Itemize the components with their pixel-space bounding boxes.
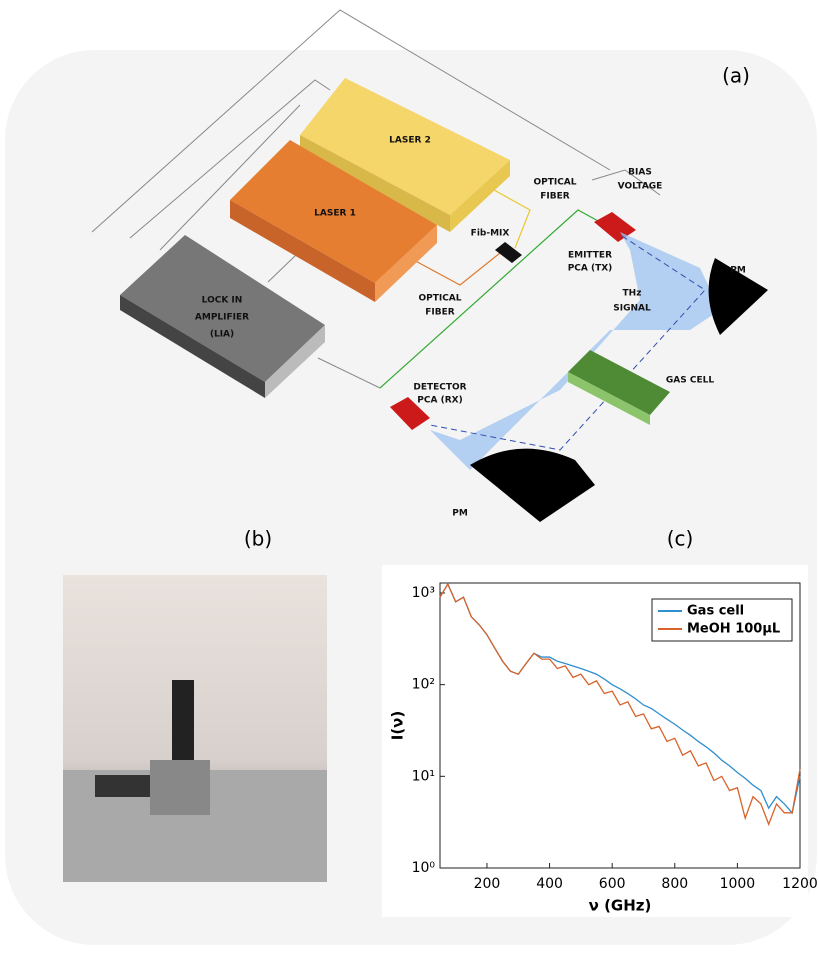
label: PCA (RX) <box>417 396 462 406</box>
label: THz <box>623 289 642 299</box>
label: LOCK IN <box>202 296 243 306</box>
x-tick-label: 800 <box>661 876 688 892</box>
y-tick-label: 10¹ <box>412 768 435 784</box>
x-tick-label: 1000 <box>720 876 756 892</box>
label: OPTICAL <box>418 294 461 304</box>
panel-label: (b) <box>244 527 272 551</box>
figure: LASER 2 LASER 1 LOCK IN AMPLIFIER (LIA) … <box>0 0 819 950</box>
label: FIBER <box>540 192 570 202</box>
label: OPTICAL <box>533 178 576 188</box>
x-tick-label: 400 <box>536 876 563 892</box>
x-tick-label: 1200 <box>782 876 818 892</box>
label: AMPLIFIER <box>195 313 249 323</box>
y-tick-label: 10² <box>412 677 435 693</box>
x-axis-label: ν (GHz) <box>589 897 652 915</box>
label: BIAS <box>628 168 652 178</box>
label: EMITTER <box>568 251 612 261</box>
label: PM <box>452 509 468 519</box>
label: VOLTAGE <box>618 182 663 192</box>
photo-cube <box>150 760 210 815</box>
photo-mount <box>172 680 194 760</box>
label: Fib-MIX <box>471 229 510 239</box>
label: PM <box>730 266 746 276</box>
y-tick-label: 10³ <box>412 585 435 601</box>
label: DETECTOR <box>413 383 466 393</box>
label: GAS CELL <box>666 376 714 386</box>
label: LASER 2 <box>389 136 431 146</box>
legend-label: MeOH 100μL <box>687 622 780 637</box>
label: PCA (TX) <box>568 264 613 274</box>
panel-label: (a) <box>722 64 750 88</box>
photo-detector <box>95 775 150 797</box>
legend-label: Gas cell <box>687 604 744 619</box>
x-tick-label: 600 <box>599 876 626 892</box>
label: (LIA) <box>210 330 234 340</box>
label: LASER 1 <box>314 209 356 219</box>
panel-label: (c) <box>667 527 694 551</box>
x-tick-label: 200 <box>474 876 501 892</box>
y-axis-label: I(ν) <box>389 711 407 741</box>
chart: 200 400 600 800 1000 1200 10⁰ 10¹ 10² 10³ ν (GHz) I… <box>389 583 818 915</box>
label: SIGNAL <box>613 304 651 314</box>
y-tick-label: 10⁰ <box>412 860 436 876</box>
label: FIBER <box>425 308 455 318</box>
